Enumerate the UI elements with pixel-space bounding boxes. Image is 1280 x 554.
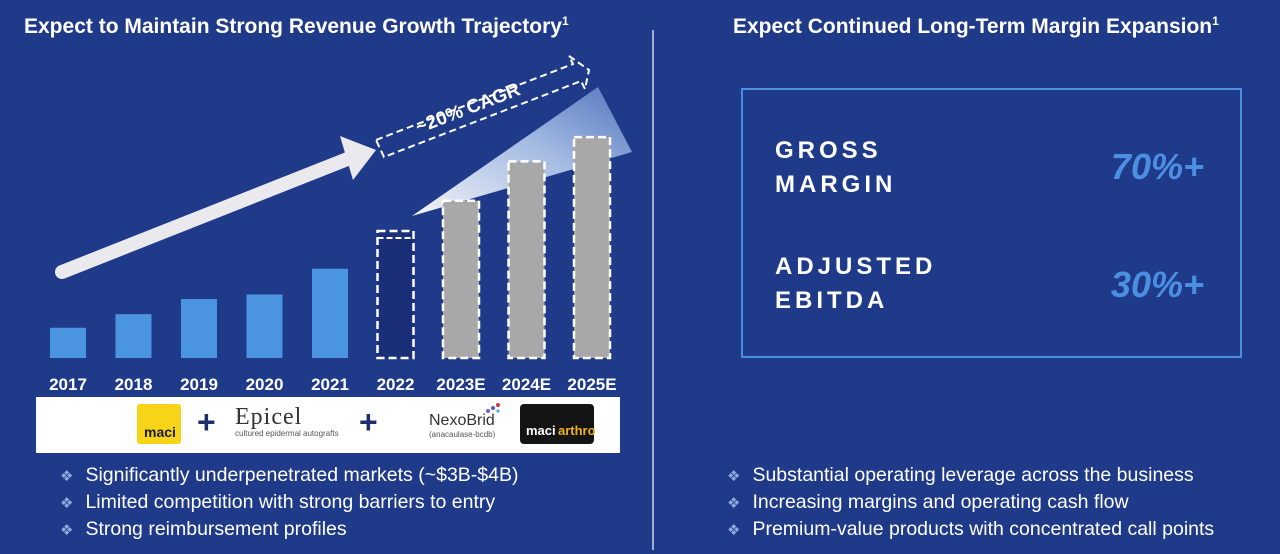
list-item: ❖ Limited competition with strong barrier… bbox=[60, 491, 496, 513]
left-panel-title: Expect to Maintain Strong Revenue Growth… bbox=[24, 14, 569, 38]
tick-label-2020: 2020 bbox=[246, 375, 284, 394]
margin-targets-box: GROSS MARGIN 70%+ ADJUSTED EBITDA 30%+ bbox=[741, 88, 1242, 358]
trend-arrowhead bbox=[340, 136, 376, 180]
list-item: ❖ Strong reimbursement profiles bbox=[60, 518, 347, 540]
tick-label-2023E: 2023E bbox=[436, 375, 485, 394]
maci-arthro-logo: maci arthro bbox=[520, 404, 596, 444]
left-bullet-list: ❖ Significantly underpenetrated markets (… bbox=[60, 462, 518, 543]
bar-2023E bbox=[441, 199, 481, 360]
tick-label-2024E: 2024E bbox=[502, 375, 551, 394]
adjusted-ebitda-value: 30%+ bbox=[1110, 264, 1204, 305]
growth-cone bbox=[412, 87, 632, 216]
bar-2019 bbox=[181, 299, 217, 358]
bar-2020 bbox=[246, 294, 283, 358]
revenue-bar-chart: 2017 2018 2019 2020 2021 2022 2023E 2024E 2025E … bbox=[49, 55, 632, 394]
list-item: ❖ Increasing margins and operating cash f… bbox=[727, 491, 1129, 513]
bar-2017 bbox=[50, 327, 86, 358]
right-bullet-list: ❖ Substantial operating leverage across t… bbox=[727, 462, 1214, 543]
panel-divider bbox=[652, 30, 654, 550]
plus-sign: + bbox=[197, 404, 216, 440]
right-panel-title: Expect Continued Long-Term Margin Expans… bbox=[733, 14, 1219, 38]
tick-label-2017: 2017 bbox=[49, 375, 87, 394]
list-item: ❖ Premium-value products with concentrate… bbox=[727, 518, 1215, 540]
cagr-annotation: ~20% CAGR bbox=[413, 79, 524, 138]
tick-label-2019: 2019 bbox=[180, 375, 218, 394]
nexobrid-dots-icon bbox=[486, 403, 500, 413]
bar-2021 bbox=[312, 268, 348, 358]
gross-margin-label: GROSS MARGIN bbox=[775, 137, 897, 198]
tick-label-2018: 2018 bbox=[115, 375, 153, 394]
tick-label-2025E: 2025E bbox=[567, 375, 616, 394]
adjusted-ebitda-label: ADJUSTED EBITDA bbox=[775, 253, 937, 314]
product-logo-bar: maci + Epicel cultured epidermal autogra… bbox=[36, 397, 620, 453]
bar-2018 bbox=[115, 314, 152, 358]
tick-label-2021: 2021 bbox=[311, 375, 349, 394]
epicel-logo: Epicel cultured epidermal autografts bbox=[235, 404, 339, 438]
tick-label-2022: 2022 bbox=[377, 375, 415, 394]
bar-2025E bbox=[572, 135, 612, 360]
year-labels: 2017 2018 2019 2020 2021 2022 2023E 2024E 2025E bbox=[49, 375, 617, 394]
plus-sign: + bbox=[359, 404, 378, 440]
list-item: ❖ Significantly underpenetrated markets (… bbox=[60, 464, 519, 486]
bar-2024E bbox=[507, 160, 546, 360]
bar-2022 bbox=[376, 229, 415, 360]
nexobrid-logo: NexoBrid (anacaulase-bcdb) bbox=[429, 412, 496, 439]
trend-arrow bbox=[55, 151, 357, 279]
maci-logo: maci bbox=[137, 404, 181, 444]
list-item: ❖ Substantial operating leverage across t… bbox=[727, 464, 1194, 486]
gross-margin-value: 70%+ bbox=[1110, 146, 1204, 187]
bars-layer bbox=[50, 135, 612, 360]
